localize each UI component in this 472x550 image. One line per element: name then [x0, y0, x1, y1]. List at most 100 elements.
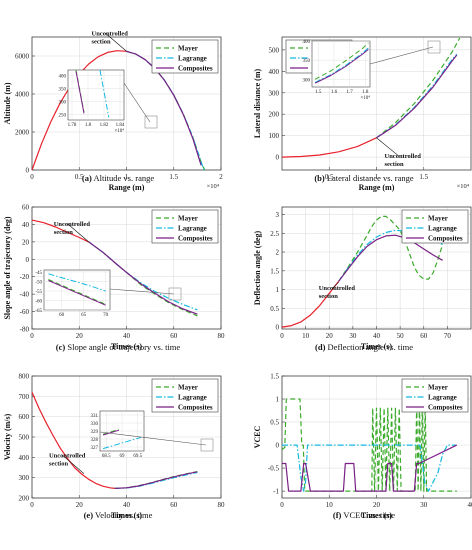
- annotation-text: section: [92, 38, 112, 45]
- y-tick-label: 3: [276, 211, 280, 219]
- annotation-text: section: [385, 161, 405, 168]
- inset-y-tick-label: 330: [91, 422, 99, 427]
- series-line-composites: [282, 444, 458, 492]
- inset-y-tick-label: 327: [91, 446, 99, 451]
- y-tick-label: 400: [269, 68, 280, 76]
- y-tick-label: 0.5: [270, 419, 279, 427]
- y-tick-label: 200: [19, 495, 30, 503]
- x-tick-label: 20: [76, 501, 84, 509]
- y-tick-label: 300: [269, 89, 280, 97]
- y-tick-label: 4000: [15, 91, 30, 99]
- x-axis-label: Range (m): [359, 183, 395, 192]
- inset-x-tick-label: 1.7: [346, 90, 353, 95]
- annotation-text: Uncontrolled: [54, 221, 91, 228]
- zoom-region-box: [144, 115, 158, 129]
- annotation-arrow: [67, 223, 89, 243]
- y-axis-label: Velocity (m/s): [3, 413, 12, 460]
- inset-pointer: [369, 46, 434, 65]
- x-tick-label: 1.5: [169, 173, 178, 181]
- y-axis-label: Lateral distance (m): [253, 69, 262, 139]
- x-tick-label: 30: [349, 332, 357, 340]
- y-tick-label: 500: [269, 46, 280, 54]
- legend-label-composites: Composites: [428, 404, 463, 412]
- x-tick-label: 40: [123, 332, 131, 340]
- legend-label-composites: Composites: [428, 235, 463, 243]
- legend-label-lagrange: Lagrange: [428, 394, 457, 402]
- y-tick-label: -60: [20, 308, 30, 316]
- y-tick-label: 0: [276, 442, 280, 450]
- caption-label: (a): [82, 173, 92, 183]
- y-axis-label: Slope angle of trajectory (deg): [3, 216, 12, 319]
- y-tick-label: 40: [22, 221, 30, 229]
- legend-label-mayer: Mayer: [178, 215, 198, 223]
- inset-x-tick-label: 1.6: [331, 90, 338, 95]
- legend-label-lagrange: Lagrange: [428, 225, 457, 233]
- legend-label-lagrange: Lagrange: [178, 225, 207, 233]
- x-tick-label: 0.5: [75, 173, 84, 181]
- x-axis-label: Range (m): [109, 183, 145, 192]
- inset-x-multiplier: ×10⁴: [114, 128, 124, 134]
- x-tick-label: 40: [123, 501, 131, 509]
- inset-y-tick-label: -55: [35, 290, 42, 295]
- inset-y-tick-label: 350: [303, 59, 311, 64]
- x-axis-label: Times (s): [111, 511, 143, 520]
- caption-label: (f): [333, 510, 342, 520]
- inset-e: 68.5 69 69.5 331 330 329 328 327: [91, 410, 214, 459]
- annotation-text: Uncontrolled: [92, 30, 129, 37]
- y-tick-label: -0.5: [268, 465, 280, 473]
- x-tick-label: 2: [219, 173, 223, 181]
- annotation-arrow: [332, 281, 339, 289]
- series-line-mayer: [88, 241, 198, 317]
- inset-y-tick-label: 328: [91, 438, 99, 443]
- inset-y-tick-label: 329: [91, 430, 99, 435]
- series-line-composites: [338, 234, 443, 282]
- caption-text: Altitude vs. range: [93, 173, 154, 183]
- y-tick-label: 600: [19, 413, 30, 421]
- x-tick-label: 70: [444, 332, 452, 340]
- inset-y-tick-label: 250: [59, 114, 67, 119]
- inset-x-tick-label: 60: [59, 313, 65, 318]
- legend-label-mayer: Mayer: [178, 45, 198, 53]
- x-tick-label: 30: [420, 501, 428, 509]
- inset-frame: [43, 269, 111, 311]
- caption-label: (b): [314, 173, 325, 183]
- annotation-text: section: [319, 293, 339, 300]
- y-tick-label: 2: [276, 249, 280, 257]
- x-tick-label: 0.5: [325, 173, 334, 181]
- y-tick-label: 500: [19, 434, 30, 442]
- x-multiplier: ×10⁴: [457, 183, 470, 190]
- inset-y-tick-label: 400: [59, 74, 67, 79]
- x-tick-label: 80: [218, 332, 226, 340]
- inset-x-tick-label: 1.82: [100, 123, 109, 128]
- x-tick-label: 10: [326, 501, 334, 509]
- inset-x-tick-label: 65: [81, 313, 87, 318]
- series-line-composites: [48, 280, 106, 306]
- x-tick-label: 80: [218, 501, 226, 509]
- x-tick-label: 60: [170, 332, 178, 340]
- x-tick-label: 0: [280, 332, 284, 340]
- y-tick-label: 60: [22, 204, 30, 212]
- legend-label-mayer: Mayer: [178, 384, 198, 392]
- inset-y-tick-label: -65: [35, 309, 42, 314]
- inset-x-tick-label: 1.84: [116, 123, 125, 128]
- x-tick-label: 1.5: [419, 173, 428, 181]
- series-line-composites: [75, 71, 85, 114]
- series-line-lagrange: [314, 47, 369, 83]
- inset-x-tick-label: 70: [103, 313, 109, 318]
- inset-x-tick-label: 1.78: [68, 123, 77, 128]
- legend-label-mayer: Mayer: [428, 215, 448, 223]
- annotation-text: Uncontrolled: [49, 453, 86, 460]
- inset-y-tick-label: 400: [303, 40, 311, 45]
- y-tick-label: 0: [26, 256, 30, 264]
- y-tick-label: 1: [276, 286, 280, 294]
- y-tick-label: 20: [22, 238, 30, 246]
- y-tick-label: -40: [20, 291, 30, 299]
- x-tick-label: 50: [397, 332, 405, 340]
- y-tick-label: 1.5: [270, 373, 279, 381]
- y-tick-label: -80: [20, 326, 30, 334]
- legend-label-composites: Composites: [178, 404, 213, 412]
